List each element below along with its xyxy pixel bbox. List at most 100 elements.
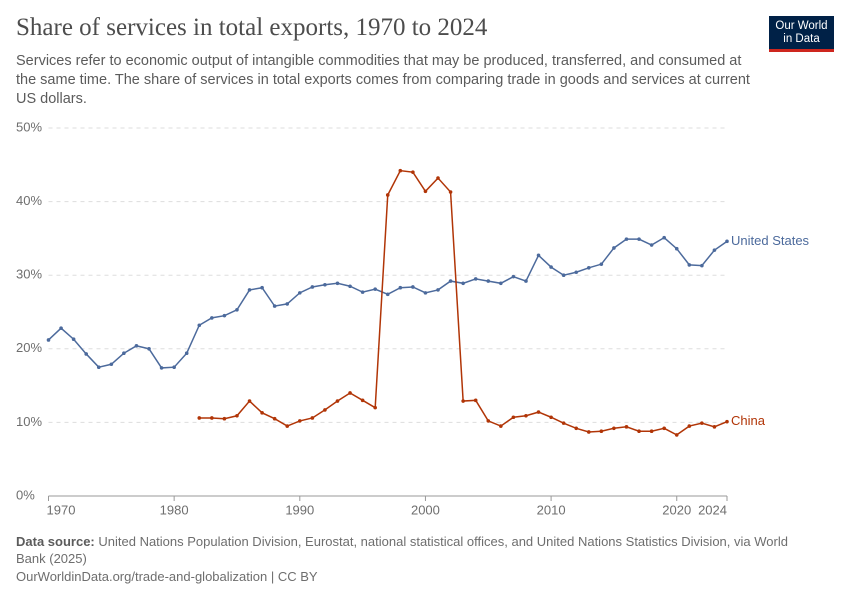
data-point (461, 281, 465, 286)
data-point (561, 273, 566, 278)
data-point (247, 288, 252, 292)
logo-line: in Data (783, 33, 820, 45)
data-point (297, 419, 302, 423)
data-point (637, 237, 641, 241)
data-point (725, 419, 729, 424)
x-tick-label: 2024 (698, 502, 727, 517)
data-point (662, 235, 666, 240)
y-tick-label: 30% (16, 267, 42, 282)
data-point (586, 430, 591, 434)
data-point (109, 362, 114, 367)
source-label: Data source: (16, 534, 95, 549)
data-point (599, 262, 604, 266)
data-point (649, 429, 654, 434)
data-point (260, 411, 264, 415)
data-point (285, 424, 290, 428)
x-tick-label: 1970 (47, 502, 76, 517)
source-text: United Nations Population Division, Euro… (16, 534, 788, 566)
data-point (96, 365, 101, 370)
data-point (398, 168, 403, 173)
data-point (486, 419, 491, 423)
data-point (184, 351, 189, 356)
data-point (360, 398, 365, 403)
data-point (436, 288, 440, 292)
data-point (122, 351, 126, 356)
x-tick-label: 2020 (662, 502, 691, 517)
data-point (84, 352, 88, 356)
data-point (423, 291, 428, 295)
data-point (549, 265, 553, 269)
data-point (574, 270, 579, 275)
data-point (385, 292, 390, 297)
data-point (147, 347, 151, 351)
x-tick-label: 2010 (537, 502, 566, 517)
data-point (222, 313, 227, 318)
data-point (285, 302, 290, 306)
data-point (511, 274, 516, 279)
y-tick-label: 50% (16, 119, 42, 134)
data-point (712, 248, 717, 252)
data-point (335, 281, 340, 286)
data-point (210, 416, 214, 420)
data-point (297, 291, 302, 295)
chart-subtitle: Services refer to economic output of int… (16, 53, 750, 107)
data-point (473, 277, 478, 281)
data-point (59, 326, 63, 330)
data-point (247, 399, 252, 403)
data-point (499, 281, 503, 286)
data-point (411, 285, 415, 289)
data-point (662, 426, 666, 431)
data-point (159, 366, 164, 370)
series-label: United States (731, 233, 810, 248)
data-point (134, 344, 139, 348)
data-point (411, 170, 415, 174)
source-note: Data source: United Nations Population D… (16, 533, 816, 567)
data-point (310, 285, 315, 289)
data-point (385, 193, 390, 197)
data-point (197, 416, 202, 420)
footer-link[interactable]: OurWorldinData.org/trade-and-globalizati… (16, 569, 318, 584)
data-point (586, 266, 591, 270)
data-point (436, 176, 440, 180)
data-point (360, 290, 365, 294)
data-point (524, 413, 528, 418)
data-point (599, 429, 604, 434)
data-point (524, 279, 528, 283)
data-point (448, 279, 453, 283)
data-point (687, 424, 692, 428)
data-point (197, 323, 202, 328)
data-point (486, 279, 491, 283)
data-point (172, 365, 176, 370)
series-line (199, 169, 728, 436)
data-point (348, 284, 352, 289)
data-point (373, 287, 377, 291)
x-tick-label: 1980 (160, 502, 189, 517)
data-point (674, 433, 679, 437)
x-tick-label: 1990 (285, 502, 314, 517)
data-point (561, 421, 566, 425)
logo[interactable]: Our World in Data (769, 16, 834, 52)
data-point (423, 189, 428, 194)
data-point (461, 399, 465, 403)
data-point (323, 282, 327, 287)
data-point (272, 304, 277, 308)
data-point (499, 424, 503, 428)
data-point (536, 253, 541, 258)
data-point (549, 415, 553, 420)
logo-line: Our World (775, 20, 828, 32)
data-point (310, 416, 315, 420)
data-point (335, 399, 340, 403)
data-point (348, 391, 352, 395)
series-label: China (731, 413, 766, 428)
data-point (448, 190, 453, 194)
data-point (624, 237, 629, 241)
data-point (235, 413, 239, 418)
data-point (649, 243, 654, 247)
data-point (712, 425, 717, 429)
data-point (612, 246, 616, 250)
y-tick-label: 40% (16, 193, 42, 208)
data-point (398, 285, 403, 290)
data-point (687, 263, 692, 267)
